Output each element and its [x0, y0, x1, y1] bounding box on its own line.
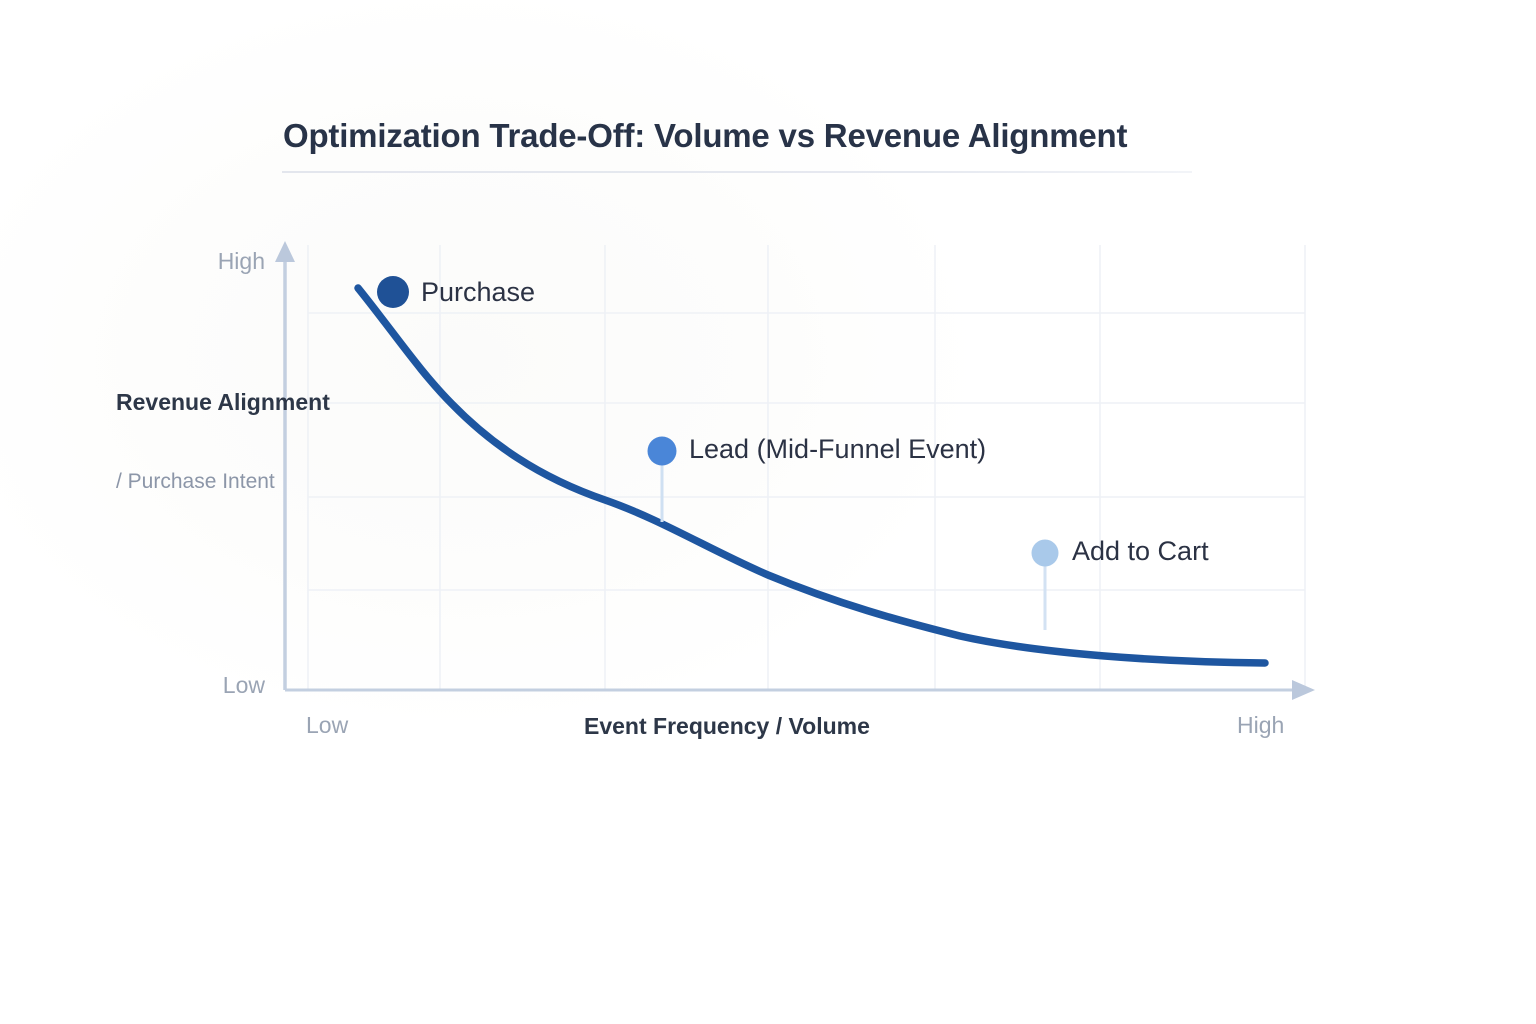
title-divider [282, 171, 1192, 173]
marker-add-to-cart[interactable] [1031, 539, 1059, 567]
marker-purchase[interactable] [377, 276, 409, 308]
x-tick-low: Low [306, 712, 349, 738]
marker-lead[interactable] [647, 436, 677, 466]
y-tick-high: High [217, 248, 265, 274]
x-axis-title: Event Frequency / Volume [584, 713, 870, 739]
x-tick-high: High [1237, 712, 1285, 738]
grid-horizontal [308, 312, 1305, 591]
y-axis-line [275, 241, 295, 690]
y-axis-subtitle: / Purchase Intent [116, 470, 275, 493]
label-add-to-cart: Add to Cart [1072, 536, 1209, 566]
y-tick-low: Low [222, 672, 265, 698]
grid-vertical [307, 245, 1306, 690]
y-axis-title: Revenue Alignment [116, 389, 330, 415]
trade-off-curve [354, 284, 1269, 667]
label-lead: Lead (Mid-Funnel Event) [689, 434, 987, 464]
page-title: Optimization Trade-Off: Volume vs Revenu… [283, 117, 1128, 154]
x-axis-line [285, 680, 1315, 700]
label-purchase: Purchase [421, 277, 536, 307]
